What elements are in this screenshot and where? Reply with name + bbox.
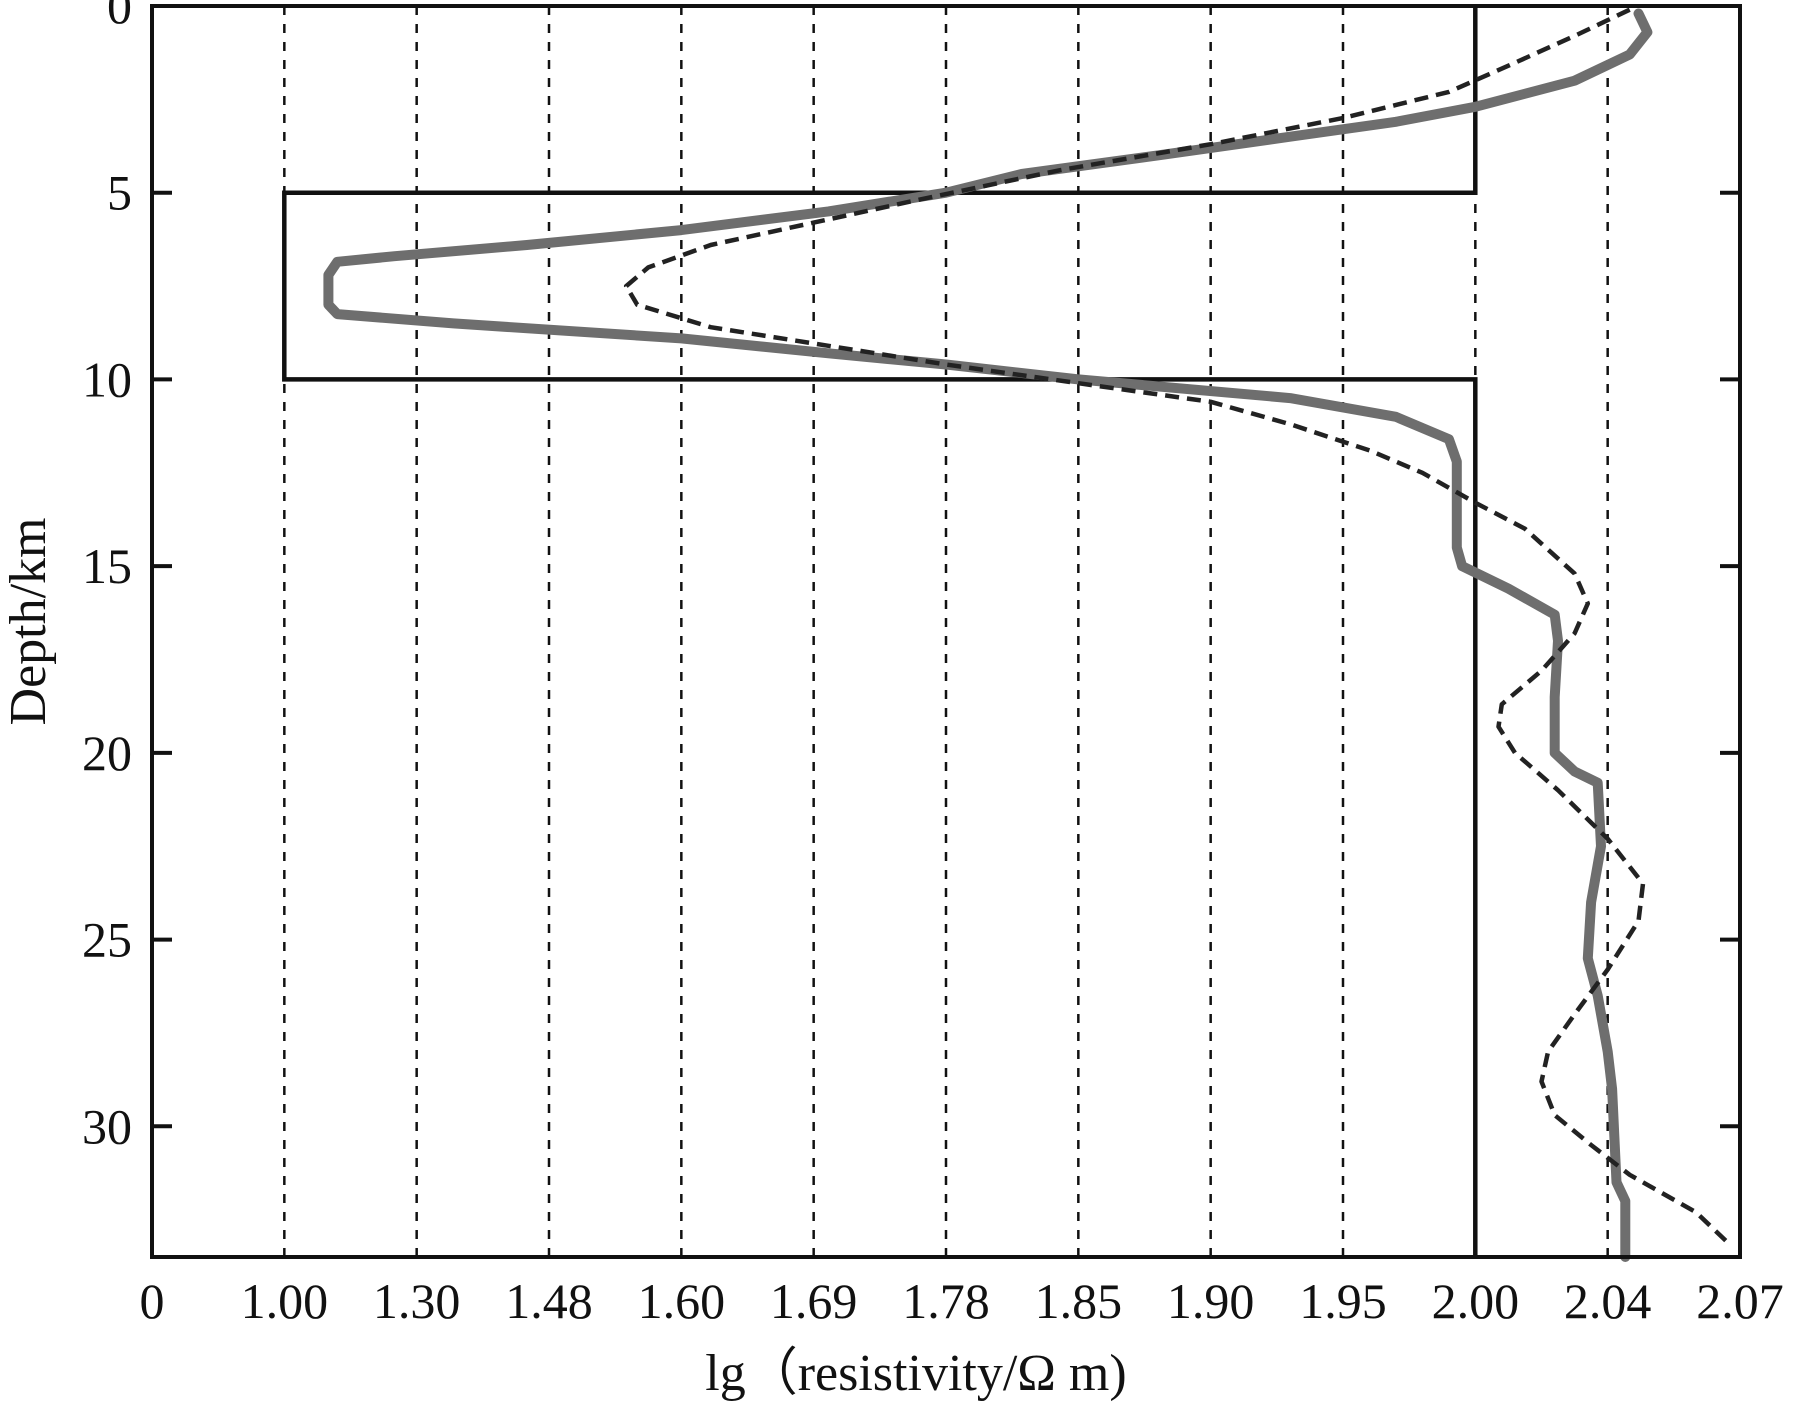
x-tick-label: 1.95: [1299, 1273, 1387, 1329]
x-tick-label: 1.48: [505, 1273, 593, 1329]
y-tick-label: 25: [82, 912, 132, 968]
plot-frame: [150, 4, 1742, 1259]
x-axis-title: lg（resistivity/Ω m): [705, 1345, 1126, 1402]
x-tick-label: 1.00: [241, 1273, 329, 1329]
y-tick-label: 5: [107, 165, 132, 221]
series-line-dashed-black: [623, 7, 1733, 1248]
y-tick-label: 10: [82, 351, 132, 407]
x-tick-label: 1.78: [902, 1273, 990, 1329]
x-tick-label: 1.60: [638, 1273, 726, 1329]
x-tick-label: 0: [140, 1273, 165, 1329]
axes: [150, 4, 1742, 1259]
series-line-solid-gray-thick: [323, 8, 1653, 1262]
x-tick-label: 1.90: [1167, 1273, 1255, 1329]
y-tick-label: 15: [82, 538, 132, 594]
y-tick-label: 20: [82, 725, 132, 781]
y-tick-label: 0: [107, 0, 132, 34]
x-tick-label: 1.30: [373, 1273, 461, 1329]
tick-labels: 0 1.00 1.30 1.48 1.60 1.69 1.78 1.85 1.90 1.95 2.0…: [82, 0, 1784, 1329]
series-lines: [282, 6, 1733, 1262]
x-tick-label: 2.04: [1564, 1273, 1652, 1329]
y-tick-label: 30: [82, 1098, 132, 1154]
y-axis-title: Depth/km: [0, 518, 57, 726]
x-tick-label: 1.85: [1035, 1273, 1123, 1329]
x-tick-label: 2.00: [1432, 1273, 1520, 1329]
series-line-solid-black-thin: [282, 6, 1478, 1257]
x-tick-label: 1.69: [770, 1273, 858, 1329]
x-tick-label: 2.07: [1696, 1273, 1784, 1329]
